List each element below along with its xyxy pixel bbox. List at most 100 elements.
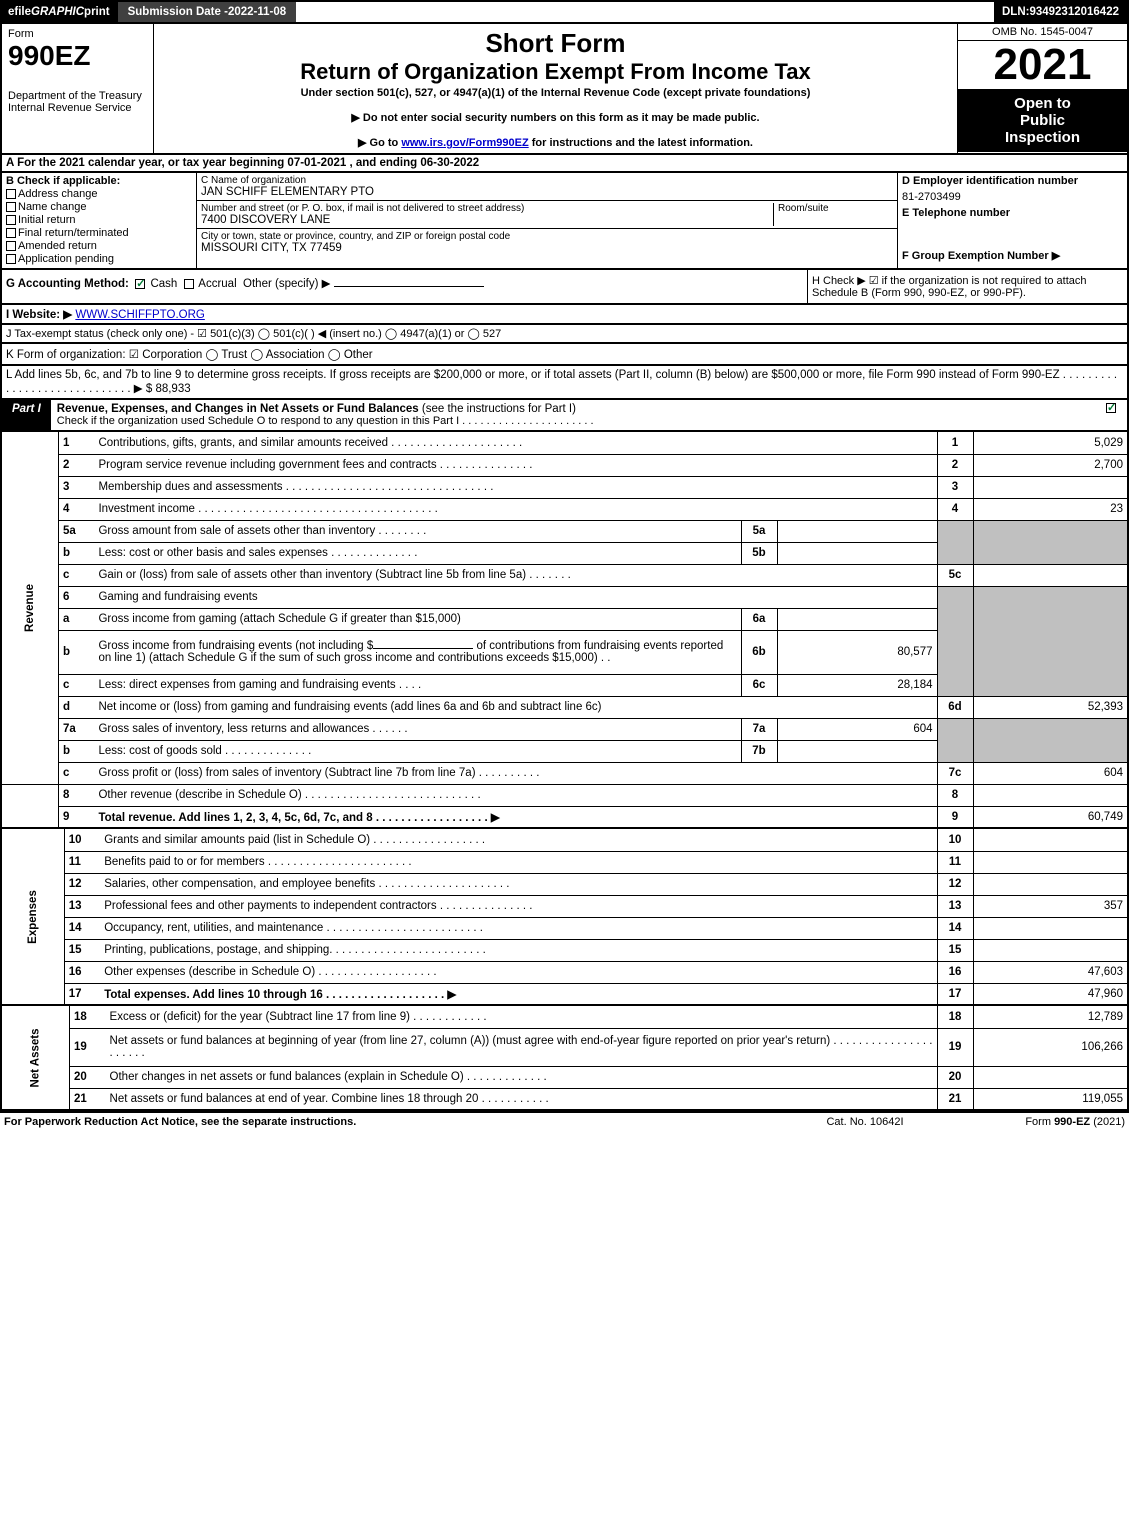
revenue-table: Revenue 1Contributions, gifts, grants, a…: [0, 432, 1129, 829]
check-name-change[interactable]: Name change: [6, 201, 192, 213]
table-row: 12Salaries, other compensation, and empl…: [1, 873, 1128, 895]
accounting-label: G Accounting Method:: [6, 278, 129, 290]
check-initial-return[interactable]: Initial return: [6, 214, 192, 226]
efile-graphic: GRAPHIC: [31, 6, 84, 18]
expenses-table: Expenses 10Grants and similar amounts pa…: [0, 829, 1129, 1006]
check-application-pending[interactable]: Application pending: [6, 253, 192, 265]
accrual-label: Accrual: [198, 278, 236, 290]
table-row: 19Net assets or fund balances at beginni…: [1, 1028, 1128, 1066]
ein-value: 81-2703499: [902, 191, 1123, 203]
section-a: A For the 2021 calendar year, or tax yea…: [0, 155, 1129, 173]
section-j: J Tax-exempt status (check only one) - ☑…: [0, 325, 1129, 344]
check-address-change[interactable]: Address change: [6, 188, 192, 200]
submission-date-box: Submission Date - 2022-11-08: [116, 2, 297, 22]
table-row: 13Professional fees and other payments t…: [1, 895, 1128, 917]
inspect-line1: Open to: [962, 95, 1123, 112]
street-row: Number and street (or P. O. box, if mail…: [197, 201, 897, 229]
ein-label: D Employer identification number: [902, 175, 1078, 187]
table-row: dNet income or (loss) from gaming and fu…: [1, 696, 1128, 718]
part1-title: Revenue, Expenses, and Changes in Net As…: [51, 400, 1097, 430]
checkbox-icon: [135, 279, 145, 289]
other-input-line: [334, 286, 484, 287]
checkbox-icon: [6, 228, 16, 238]
part1-header: Part I Revenue, Expenses, and Changes in…: [0, 400, 1129, 432]
org-name-row: C Name of organization JAN SCHIFF ELEMEN…: [197, 173, 897, 201]
table-row: cGain or (loss) from sale of assets othe…: [1, 564, 1128, 586]
gross-receipts: 88,933: [155, 383, 190, 395]
org-name: JAN SCHIFF ELEMENTARY PTO: [201, 186, 893, 198]
dln-label: DLN:: [1002, 6, 1029, 18]
table-row: 17Total expenses. Add lines 10 through 1…: [1, 983, 1128, 1005]
header-left: Form 990EZ Department of the Treasury In…: [2, 24, 154, 153]
table-row: 9Total revenue. Add lines 1, 2, 3, 4, 5c…: [1, 806, 1128, 828]
netassets-table: Net Assets 18Excess or (deficit) for the…: [0, 1006, 1129, 1111]
expenses-tab: Expenses: [1, 829, 64, 1005]
form-label: Form: [8, 28, 147, 40]
checkbox-icon: [1106, 403, 1116, 413]
table-row: Revenue 1Contributions, gifts, grants, a…: [1, 432, 1128, 454]
inspect-line2: Public: [962, 112, 1123, 129]
other-label: Other (specify) ▶: [243, 278, 330, 290]
table-row: 16Other expenses (describe in Schedule O…: [1, 961, 1128, 983]
check-amended-return[interactable]: Amended return: [6, 240, 192, 252]
netassets-tab: Net Assets: [1, 1006, 70, 1110]
efile-print: print: [84, 6, 110, 18]
section-i: I Website: ▶ WWW.SCHIFFPTO.ORG: [0, 305, 1129, 325]
table-row: 21Net assets or fund balances at end of …: [1, 1088, 1128, 1110]
city-row: City or town, state or province, country…: [197, 229, 897, 256]
table-row: 15Printing, publications, postage, and s…: [1, 939, 1128, 961]
name-label: C Name of organization: [201, 175, 893, 186]
checkbox-icon: [6, 189, 16, 199]
website-label: I Website: ▶: [6, 309, 72, 321]
page-footer: For Paperwork Reduction Act Notice, see …: [0, 1111, 1129, 1131]
tax-year: 2021: [958, 41, 1127, 89]
section-c: C Name of organization JAN SCHIFF ELEMEN…: [197, 173, 897, 268]
footer-right: Form 990-EZ (2021): [965, 1116, 1125, 1128]
section-h: H Check ▶ ☑ if the organization is not r…: [807, 270, 1127, 303]
under-section: Under section 501(c), 527, or 4947(a)(1)…: [160, 87, 951, 99]
form-title: Return of Organization Exempt From Incom…: [160, 59, 951, 85]
section-l: L Add lines 5b, 6c, and 7b to line 9 to …: [0, 366, 1129, 400]
table-row: 8Other revenue (describe in Schedule O) …: [1, 784, 1128, 806]
department: Department of the Treasury Internal Reve…: [8, 90, 147, 114]
goto-post: for instructions and the latest informat…: [529, 137, 753, 149]
section-k: K Form of organization: ☑ Corporation ◯ …: [0, 344, 1129, 366]
part1-sub: Check if the organization used Schedule …: [57, 415, 594, 427]
efile-label[interactable]: efile GRAPHIC print: [2, 2, 116, 22]
table-row: 3Membership dues and assessments . . . .…: [1, 476, 1128, 498]
footer-left: For Paperwork Reduction Act Notice, see …: [4, 1116, 765, 1128]
schedule-o-check[interactable]: [1097, 400, 1127, 430]
dln-value: 93492312016422: [1029, 6, 1119, 18]
section-gh: G Accounting Method: Cash Accrual Other …: [0, 270, 1129, 305]
street-label: Number and street (or P. O. box, if mail…: [201, 203, 773, 214]
website-link[interactable]: WWW.SCHIFFPTO.ORG: [75, 309, 204, 321]
spacer: [296, 2, 994, 22]
checkbox-icon: [6, 202, 16, 212]
checkbox-icon: [6, 241, 16, 251]
efile-text: efile: [8, 6, 31, 18]
header-center: Short Form Return of Organization Exempt…: [154, 24, 957, 153]
header-right: OMB No. 1545-0047 2021 Open to Public In…: [957, 24, 1127, 153]
section-g: G Accounting Method: Cash Accrual Other …: [2, 270, 807, 303]
inspect-line3: Inspection: [962, 129, 1123, 146]
table-row: 11Benefits paid to or for members . . . …: [1, 851, 1128, 873]
section-def: D Employer identification number 81-2703…: [897, 173, 1127, 268]
short-form-title: Short Form: [160, 28, 951, 59]
irs-link[interactable]: www.irs.gov/Form990EZ: [401, 137, 528, 149]
city-value: MISSOURI CITY, TX 77459: [201, 242, 893, 254]
submission-label: Submission Date -: [128, 6, 228, 18]
check-final-return[interactable]: Final return/terminated: [6, 227, 192, 239]
table-row: 5aGross amount from sale of assets other…: [1, 520, 1128, 542]
group-exemption-label: F Group Exemption Number ▶: [902, 250, 1060, 262]
part1-tab: Part I: [2, 400, 51, 430]
table-row: 20Other changes in net assets or fund ba…: [1, 1066, 1128, 1088]
dln-box: DLN: 93492312016422: [994, 2, 1127, 22]
submission-date: 2022-11-08: [228, 6, 286, 18]
cash-label: Cash: [150, 278, 177, 290]
section-b-label: B Check if applicable:: [6, 175, 192, 187]
street-value: 7400 DISCOVERY LANE: [201, 214, 773, 226]
goto-instructions: ▶ Go to www.irs.gov/Form990EZ for instru…: [160, 136, 951, 149]
table-row: Expenses 10Grants and similar amounts pa…: [1, 829, 1128, 851]
inspection-box: Open to Public Inspection: [958, 89, 1127, 152]
no-ssn-notice: ▶ Do not enter social security numbers o…: [160, 111, 951, 124]
